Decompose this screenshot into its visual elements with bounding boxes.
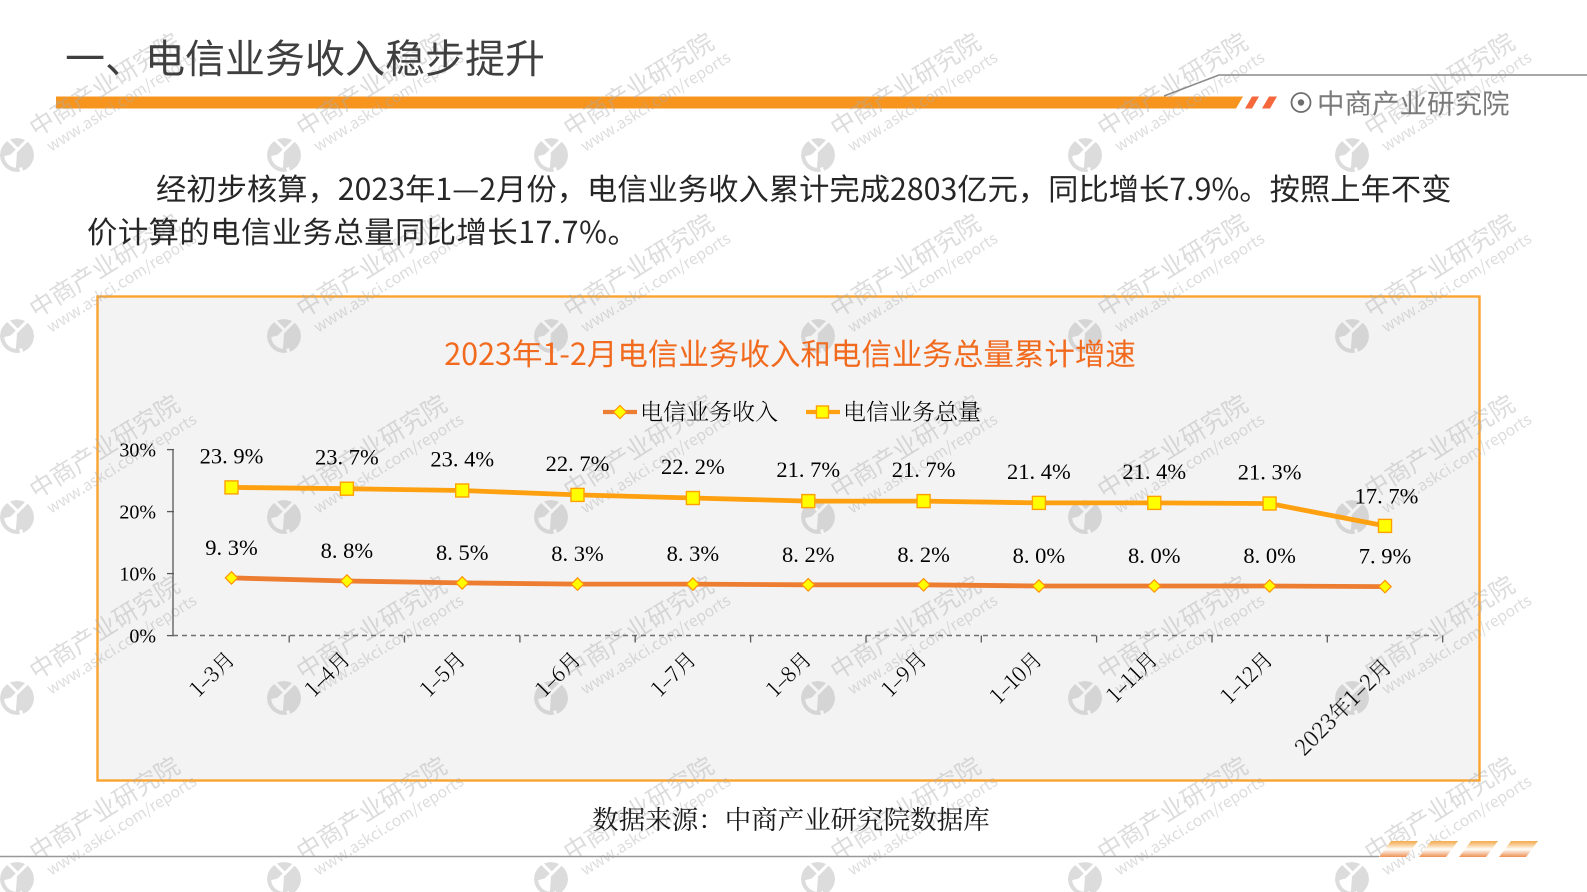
svg-text:21. 3%: 21. 3% xyxy=(1238,460,1302,485)
svg-text:8. 3%: 8. 3% xyxy=(667,541,720,566)
svg-text:20%: 20% xyxy=(119,501,156,523)
svg-text:8. 5%: 8. 5% xyxy=(436,540,489,565)
svg-text:30%: 30% xyxy=(119,439,156,461)
svg-text:23. 7%: 23. 7% xyxy=(315,445,379,470)
svg-text:8. 0%: 8. 0% xyxy=(1243,543,1296,568)
svg-text:22. 2%: 22. 2% xyxy=(661,454,725,479)
svg-text:8. 0%: 8. 0% xyxy=(1013,543,1066,568)
svg-text:23. 9%: 23. 9% xyxy=(200,443,264,468)
svg-text:0%: 0% xyxy=(129,625,156,647)
svg-text:10%: 10% xyxy=(119,563,156,585)
svg-text:9. 3%: 9. 3% xyxy=(205,535,258,560)
svg-text:21. 4%: 21. 4% xyxy=(1122,459,1186,484)
svg-text:21. 4%: 21. 4% xyxy=(1007,459,1071,484)
svg-text:7. 9%: 7. 9% xyxy=(1359,544,1412,569)
svg-text:17. 7%: 17. 7% xyxy=(1355,483,1419,508)
svg-text:8. 3%: 8. 3% xyxy=(551,541,604,566)
svg-text:23. 4%: 23. 4% xyxy=(430,447,494,472)
svg-text:8. 2%: 8. 2% xyxy=(897,542,950,567)
svg-text:21. 7%: 21. 7% xyxy=(892,457,956,482)
svg-text:8. 2%: 8. 2% xyxy=(782,542,835,567)
svg-text:21. 7%: 21. 7% xyxy=(776,457,840,482)
svg-text:22. 7%: 22. 7% xyxy=(546,451,610,476)
svg-text:8. 0%: 8. 0% xyxy=(1128,543,1181,568)
svg-text:8. 8%: 8. 8% xyxy=(321,538,374,563)
